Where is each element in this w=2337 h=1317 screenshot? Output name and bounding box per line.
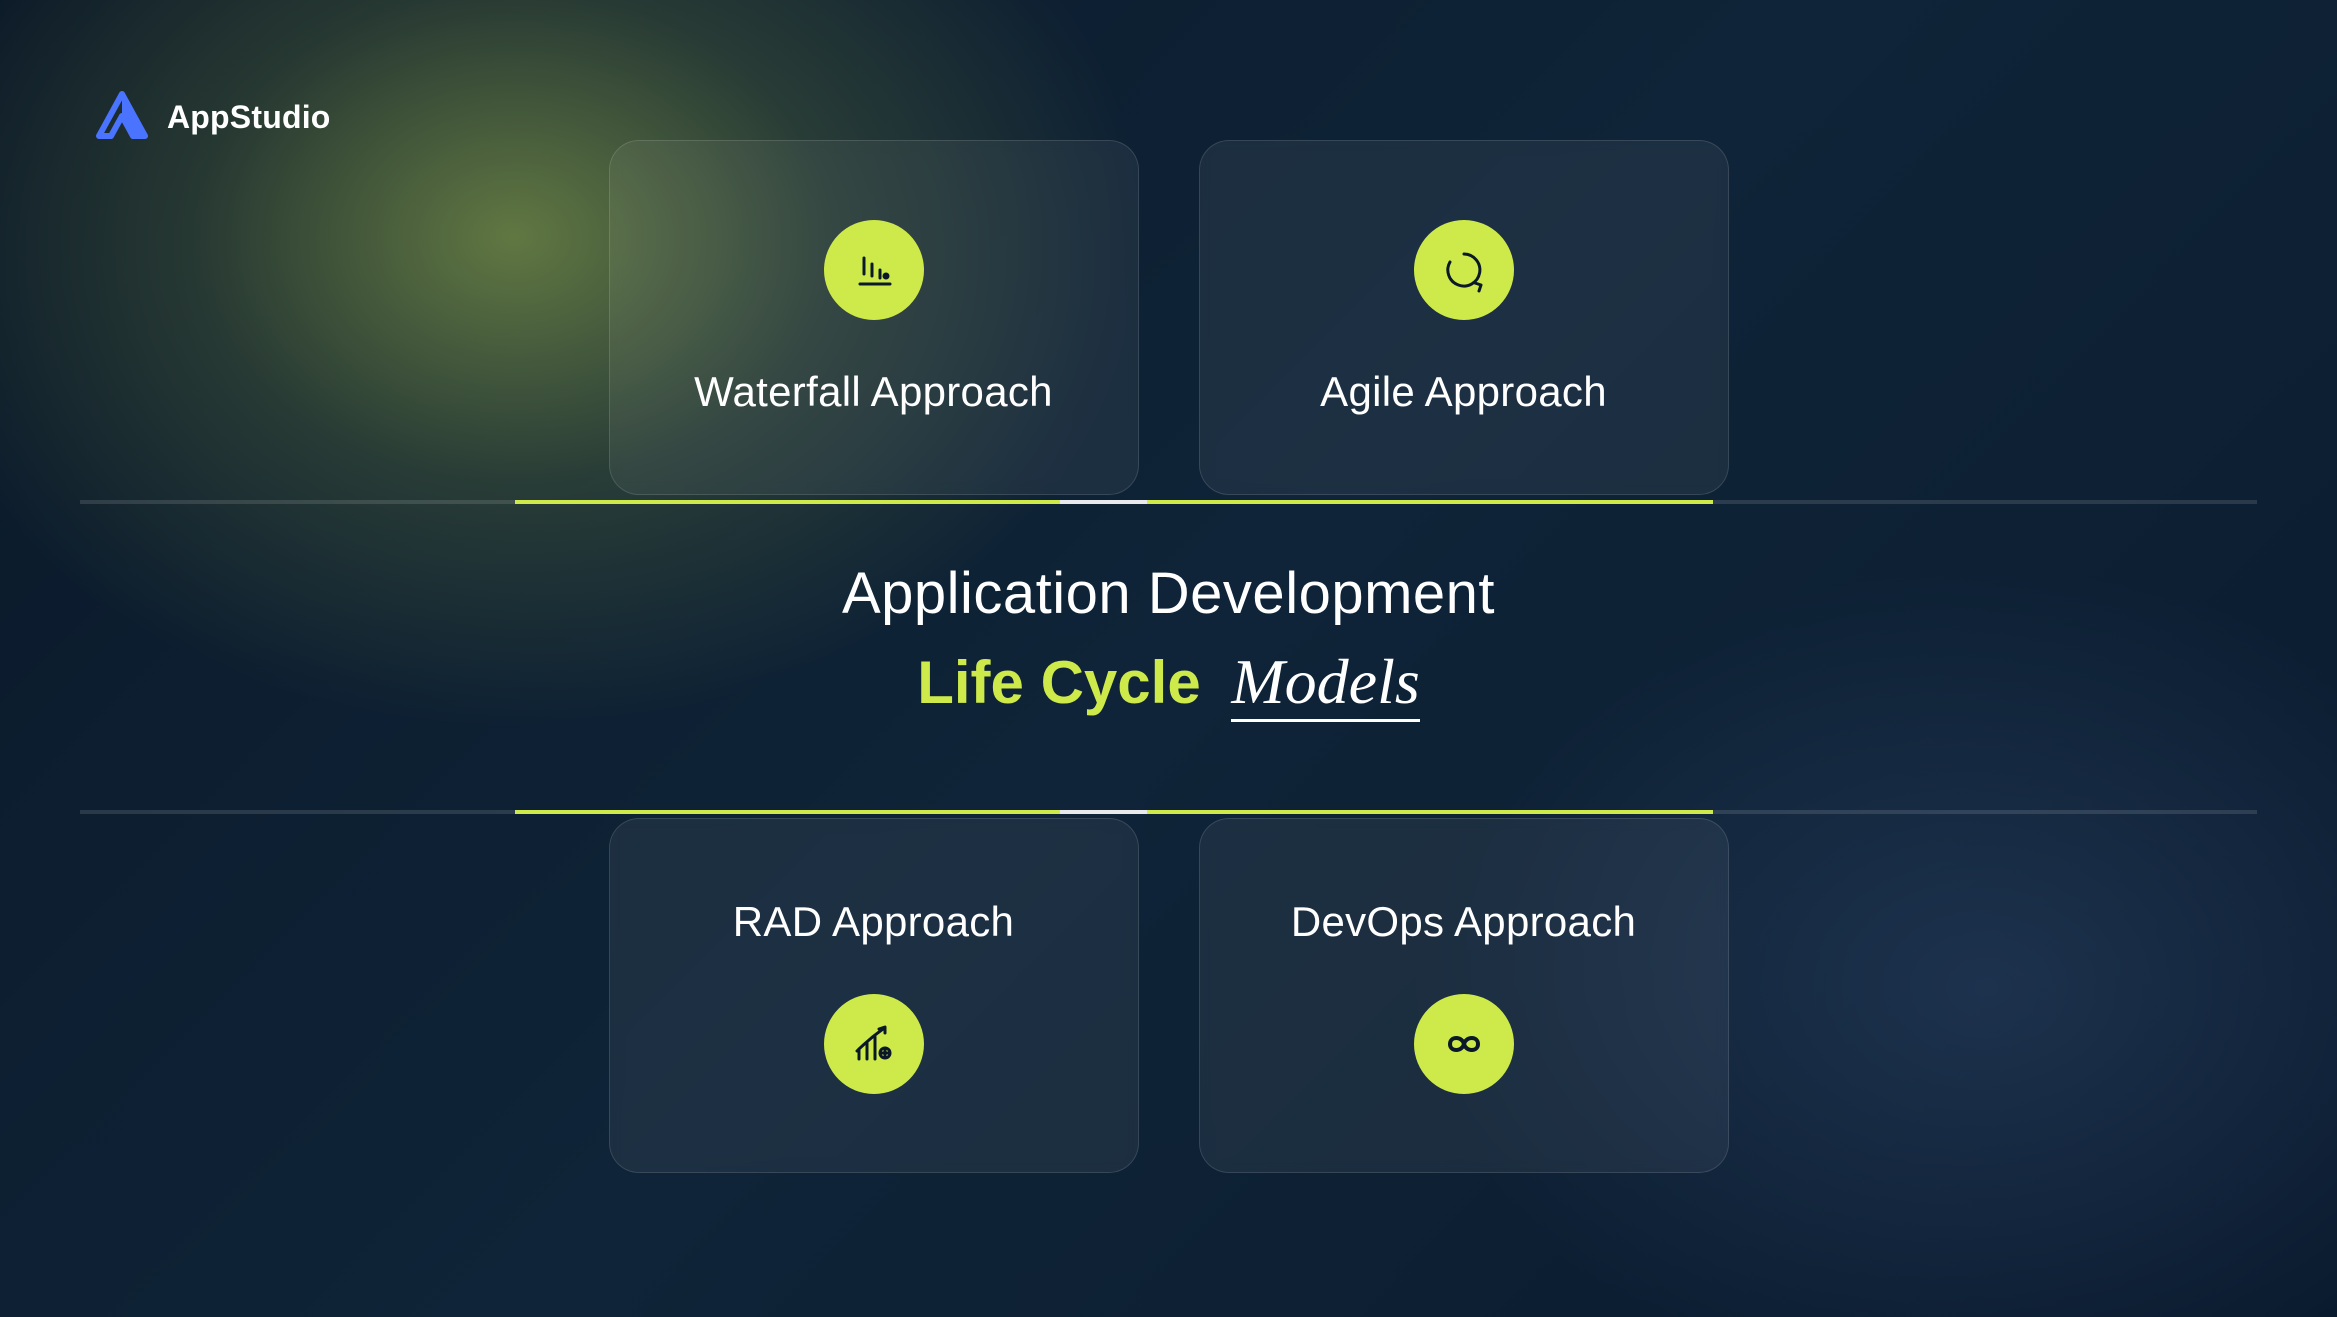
title-life-cycle: Life Cycle (917, 649, 1200, 716)
cards-row-bottom: RAD Approach DevOps Approach (0, 818, 2337, 1173)
brand-logo: AppStudio (95, 90, 331, 144)
card-label: Waterfall Approach (694, 368, 1053, 416)
card-label: Agile Approach (1320, 368, 1607, 416)
card-rad: RAD Approach (609, 818, 1139, 1173)
title-models: Models (1231, 646, 1419, 722)
title-line-2: Life Cycle Models (917, 645, 1420, 719)
card-agile: Agile Approach (1199, 140, 1729, 495)
waterfall-chart-icon (824, 220, 924, 320)
infinity-icon (1414, 994, 1514, 1094)
title-line-1: Application Development (0, 560, 2337, 627)
card-label: DevOps Approach (1291, 898, 1636, 946)
cycle-arrow-icon (1414, 220, 1514, 320)
card-devops: DevOps Approach (1199, 818, 1729, 1173)
card-label: RAD Approach (733, 898, 1014, 946)
brand-name: AppStudio (167, 99, 331, 136)
card-waterfall: Waterfall Approach (609, 140, 1139, 495)
divider-bottom (80, 810, 2257, 814)
appstudio-logo-icon (95, 90, 149, 144)
divider-top (80, 500, 2257, 504)
main-title: Application Development Life Cycle Model… (0, 560, 2337, 719)
growth-chart-icon (824, 994, 924, 1094)
cards-row-top: Waterfall Approach Agile Approach (0, 140, 2337, 495)
